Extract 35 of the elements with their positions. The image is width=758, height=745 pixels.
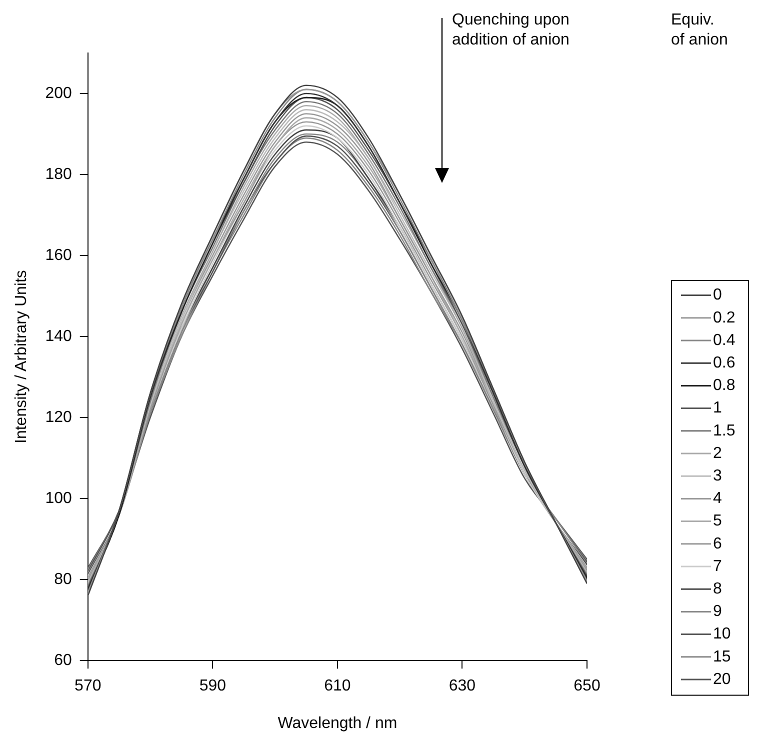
legend-label: 3 bbox=[713, 468, 722, 485]
legend-label: 2 bbox=[713, 444, 722, 462]
y-tick-label: 180 bbox=[45, 166, 72, 183]
legend-label: 6 bbox=[713, 535, 722, 552]
x-tick-label: 630 bbox=[448, 678, 476, 695]
y-axis-title: Intensity / Arbitrary Units bbox=[13, 270, 30, 444]
x-tick-label: 570 bbox=[74, 678, 102, 695]
legend-label: 0.8 bbox=[713, 377, 736, 394]
x-tick-label: 610 bbox=[324, 678, 351, 695]
legend-label: 15 bbox=[713, 648, 731, 666]
text: Quenching upon addition of anion bbox=[452, 11, 570, 48]
y-tick-label: 200 bbox=[45, 84, 72, 102]
legend-label: 10 bbox=[713, 626, 731, 643]
x-tick-label: 650 bbox=[574, 678, 600, 695]
legend-label: 1 bbox=[713, 400, 722, 417]
legend-label: 0.6 bbox=[713, 354, 736, 372]
legend-label: 8 bbox=[713, 580, 722, 598]
legend-label: 4 bbox=[713, 490, 722, 508]
legend-label: 0 bbox=[713, 286, 722, 304]
y-tick-label: 140 bbox=[45, 328, 72, 345]
legend-label: 20 bbox=[713, 670, 731, 688]
y-tick-label: 60 bbox=[54, 652, 72, 670]
x-tick-label: 590 bbox=[199, 678, 226, 695]
y-tick-label: 120 bbox=[45, 408, 72, 426]
legend-label: 7 bbox=[713, 558, 722, 575]
legend-label: 0.2 bbox=[713, 309, 736, 326]
legend-label: 9 bbox=[713, 603, 722, 620]
legend-label: 5 bbox=[713, 512, 722, 530]
legend-label: 0.4 bbox=[713, 332, 736, 349]
legend-title: Equiv. of anion bbox=[671, 11, 728, 48]
x-axis-title: Wavelength / nm bbox=[278, 714, 398, 732]
legend-label: 1.5 bbox=[713, 422, 736, 440]
y-tick-label: 80 bbox=[54, 570, 72, 588]
y-tick-label: 100 bbox=[45, 490, 72, 507]
y-tick-label: 160 bbox=[45, 246, 72, 264]
